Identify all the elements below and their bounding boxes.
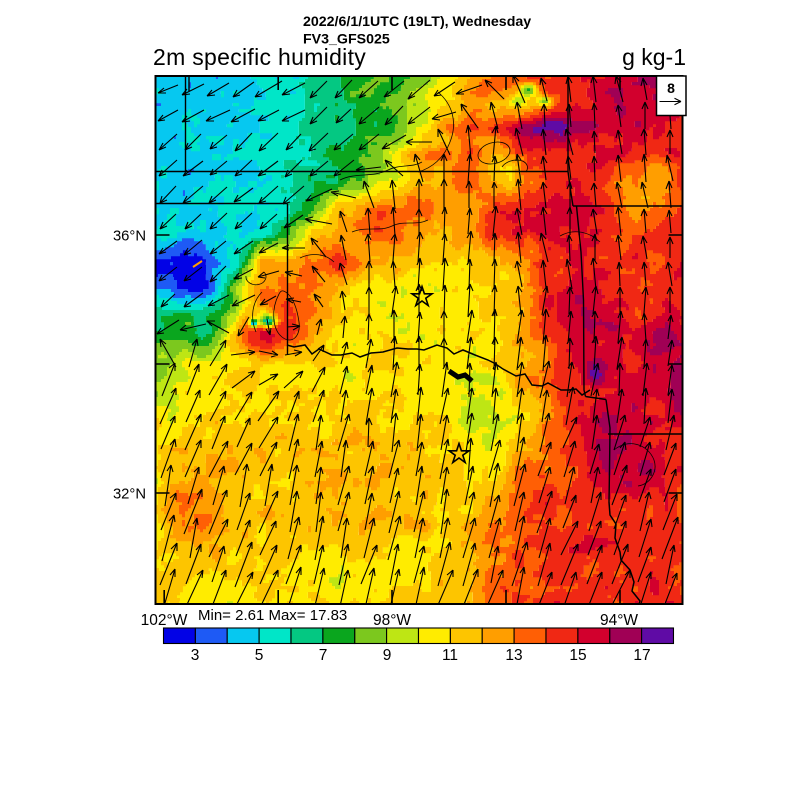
svg-text:8: 8 bbox=[667, 80, 675, 96]
svg-text:32°N: 32°N bbox=[113, 487, 146, 503]
svg-text:g kg-1: g kg-1 bbox=[622, 44, 686, 70]
svg-text:2022/6/1/1UTC (19LT), Wednesda: 2022/6/1/1UTC (19LT), Wednesday bbox=[303, 14, 531, 30]
svg-text:15: 15 bbox=[569, 647, 586, 664]
svg-text:11: 11 bbox=[442, 647, 458, 664]
svg-text:9: 9 bbox=[383, 647, 392, 664]
svg-text:94°W: 94°W bbox=[600, 612, 638, 629]
svg-text:13: 13 bbox=[505, 647, 522, 664]
svg-text:FV3_GFS025: FV3_GFS025 bbox=[303, 32, 390, 48]
svg-text:5: 5 bbox=[255, 647, 264, 664]
svg-text:102°W: 102°W bbox=[141, 612, 188, 629]
svg-text:3: 3 bbox=[191, 647, 200, 664]
svg-text:98°W: 98°W bbox=[373, 612, 411, 629]
svg-text:36°N: 36°N bbox=[113, 229, 146, 245]
svg-text:Min= 2.61 Max= 17.83: Min= 2.61 Max= 17.83 bbox=[198, 607, 347, 624]
svg-text:7: 7 bbox=[319, 647, 328, 664]
svg-text:17: 17 bbox=[633, 647, 650, 664]
svg-text:2m specific humidity: 2m specific humidity bbox=[153, 44, 366, 70]
